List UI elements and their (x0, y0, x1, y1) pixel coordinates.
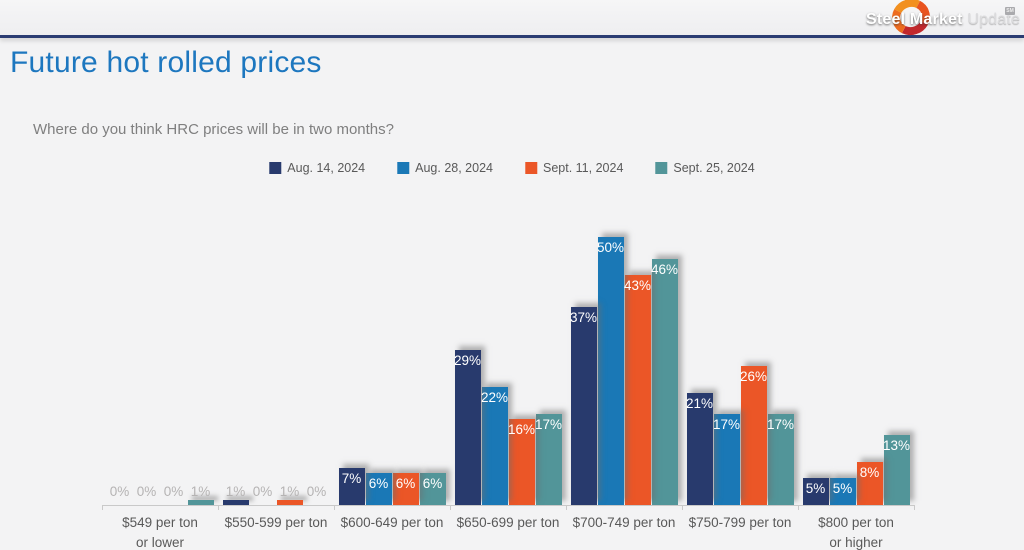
bar-series1-cat6 (829, 478, 856, 505)
legend-swatch-icon (525, 162, 537, 174)
bar-series2-cat1 (276, 500, 303, 505)
smu-logo: Steel Market Update SM (866, 0, 1020, 40)
category-label-1: $550-599 per ton (224, 515, 328, 530)
chart-question: Where do you think HRC prices will be in… (33, 121, 394, 138)
bar-series2-cat2 (392, 473, 419, 505)
bar-value-label-series2-cat5: 26% (739, 369, 768, 384)
bar-value-label-series3-cat1: 0% (306, 484, 327, 499)
bar-value-label-series0-cat6: 5% (805, 481, 826, 496)
legend-swatch-icon (269, 162, 282, 174)
smu-logo-text-steel-market: Steel Market (866, 11, 968, 28)
bar-value-label-series0-cat5: 21% (685, 396, 714, 411)
bar-series1-cat4 (597, 237, 624, 505)
bar-value-label-series0-cat1: 1% (225, 484, 246, 499)
legend-label: Aug. 28, 2024 (415, 161, 493, 175)
bar-series2-cat5 (740, 366, 767, 505)
bar-series1-cat5 (713, 414, 740, 505)
smu-logo-text-update: Update (967, 11, 1021, 28)
category-label-5: $750-799 per ton (688, 515, 792, 530)
bar-value-label-series1-cat5: 17% (712, 417, 741, 432)
x-axis-tick (914, 505, 915, 510)
category-label-2: $600-649 per ton (340, 515, 444, 530)
bar-series3-cat5 (767, 414, 794, 505)
bar-series0-cat5 (686, 393, 713, 505)
bar-value-label-series1-cat2: 6% (368, 476, 389, 491)
bar-series0-cat2 (338, 468, 365, 505)
category-label-6: $800 per ton or higher (818, 515, 894, 550)
legend-label: Aug. 14, 2024 (287, 161, 366, 175)
legend-label: Sept. 25, 2024 (673, 161, 755, 175)
bar-value-label-series2-cat3: 16% (507, 422, 536, 437)
chart-legend: Aug. 14, 2024 Aug. 28, 2024 Sept. 11, 2024… (269, 161, 755, 175)
x-axis-line (102, 505, 914, 506)
bar-series0-cat1 (222, 500, 249, 505)
legend-label: Sept. 11, 2024 (543, 161, 624, 175)
bar-series3-cat2 (419, 473, 446, 505)
bar-value-label-series3-cat0: 1% (190, 484, 211, 499)
legend-item-0: Aug. 14, 2024 (269, 161, 365, 175)
bar-value-label-series1-cat3: 22% (480, 390, 509, 405)
category-label-4: $700-749 per ton (572, 515, 676, 530)
bar-series3-cat0 (187, 500, 214, 505)
bar-value-label-series0-cat2: 7% (341, 471, 362, 486)
category-label-3: $650-699 per ton (456, 515, 560, 530)
bar-series2-cat4 (624, 275, 651, 505)
bar-series2-cat3 (508, 419, 535, 505)
bar-value-label-series1-cat4: 50% (596, 240, 625, 255)
bar-series0-cat3 (454, 350, 481, 505)
x-axis-tick (334, 505, 335, 510)
x-axis-tick (218, 505, 219, 510)
bar-series2-cat6 (856, 462, 883, 505)
x-axis-tick (450, 505, 451, 510)
bar-series3-cat6 (883, 435, 910, 505)
bar-value-label-series3-cat6: 13% (882, 438, 911, 453)
bar-value-label-series3-cat5: 17% (766, 417, 795, 432)
bar-value-label-series2-cat2: 6% (395, 476, 416, 491)
bar-value-label-series2-cat1: 1% (279, 484, 300, 499)
bar-value-label-series1-cat1: 0% (252, 484, 273, 499)
bar-value-label-series3-cat3: 17% (534, 417, 563, 432)
category-label-0: $549 per ton or lower (122, 515, 198, 550)
bar-value-label-series0-cat3: 29% (453, 353, 482, 368)
x-axis-tick (682, 505, 683, 510)
bar-value-label-series0-cat4: 37% (569, 310, 598, 325)
x-axis-tick (566, 505, 567, 510)
bar-series1-cat2 (365, 473, 392, 505)
bar-value-label-series3-cat2: 6% (422, 476, 443, 491)
legend-swatch-icon (397, 162, 410, 174)
x-axis-tick (798, 505, 799, 510)
bar-value-label-series3-cat4: 46% (650, 262, 679, 277)
bar-value-label-series2-cat4: 43% (623, 278, 652, 293)
bar-series0-cat4 (570, 307, 597, 505)
bar-value-label-series1-cat0: 0% (136, 484, 157, 499)
bar-series3-cat3 (535, 414, 562, 505)
bar-series3-cat4 (651, 259, 678, 505)
legend-item-3: Sept. 25, 2024 (655, 161, 755, 175)
smu-logo-text: Steel Market Update (866, 11, 1020, 29)
legend-item-1: Aug. 28, 2024 (397, 161, 493, 175)
bar-value-label-series2-cat0: 0% (163, 484, 184, 499)
bar-value-label-series1-cat6: 5% (832, 481, 853, 496)
header-bar: Steel Market Update SM (0, 0, 1024, 40)
x-axis-tick (102, 505, 103, 510)
page-title: Future hot rolled prices (10, 46, 322, 79)
legend-swatch-icon (655, 162, 668, 174)
service-mark-badge: SM (1005, 7, 1015, 15)
legend-item-2: Sept. 11, 2024 (525, 161, 623, 175)
bar-value-label-series0-cat0: 0% (109, 484, 130, 499)
bar-value-label-series2-cat6: 8% (859, 465, 880, 480)
bar-series1-cat3 (481, 387, 508, 505)
bar-series0-cat6 (802, 478, 829, 505)
